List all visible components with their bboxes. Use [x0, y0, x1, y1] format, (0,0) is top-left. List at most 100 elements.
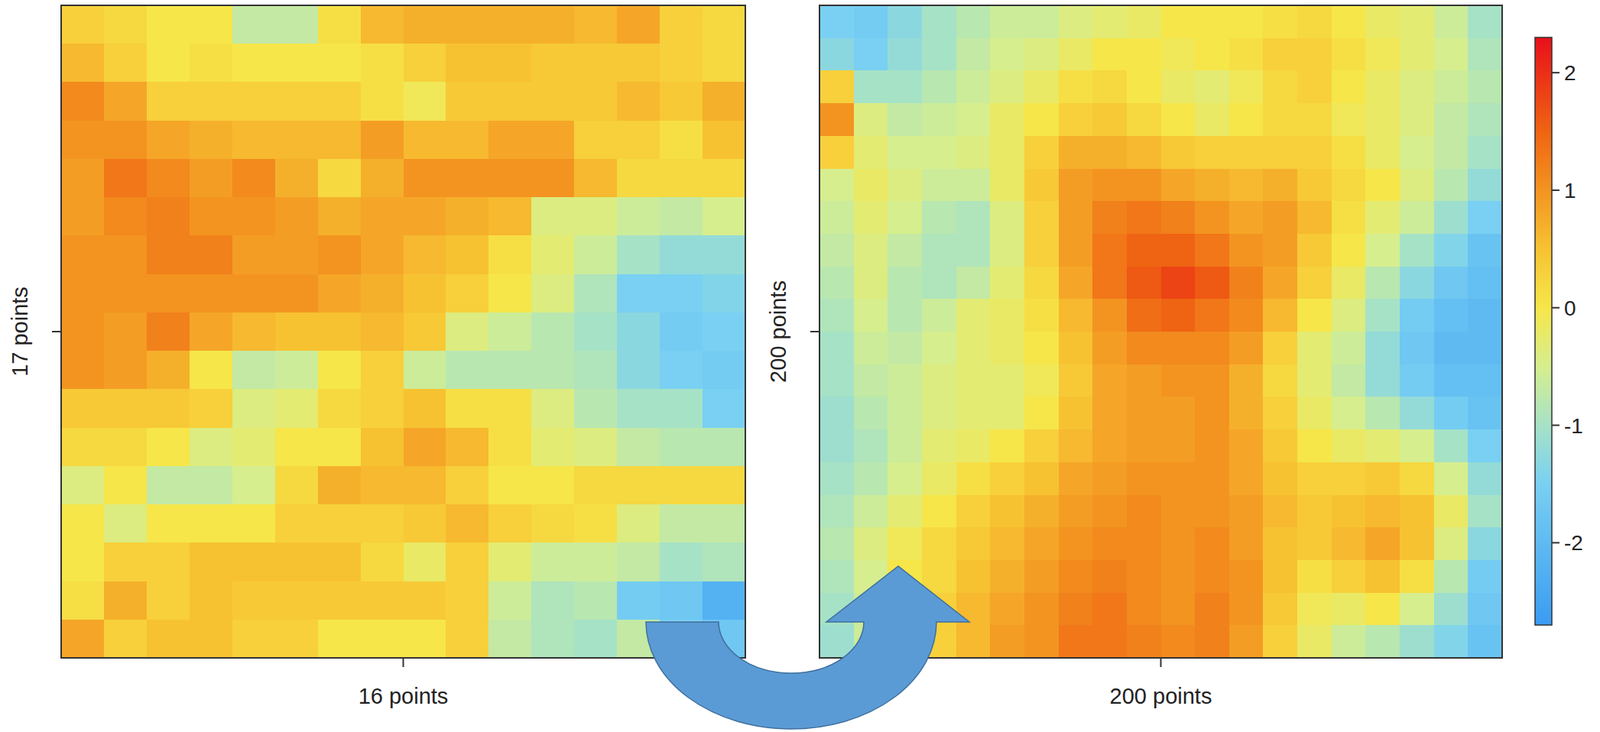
- cell: [403, 159, 448, 198]
- cell: [232, 581, 276, 621]
- cell: [531, 5, 575, 45]
- cell: [1331, 593, 1367, 627]
- cell: [1092, 560, 1127, 594]
- cell: [146, 581, 191, 621]
- cell: [659, 43, 704, 83]
- cell: [1194, 233, 1230, 267]
- cell: [61, 312, 105, 352]
- cell: [853, 266, 889, 300]
- cell: [488, 466, 533, 506]
- cell: [61, 542, 105, 582]
- cell: [574, 466, 618, 506]
- cell: [1467, 168, 1503, 202]
- cell: [1161, 625, 1196, 659]
- cell: [146, 389, 191, 429]
- cell: [853, 103, 889, 137]
- cell: [921, 136, 957, 169]
- cell: [853, 462, 889, 496]
- cell: [1399, 429, 1435, 463]
- cell: [887, 5, 922, 39]
- cell: [61, 197, 105, 237]
- cell: [956, 331, 991, 365]
- cell: [531, 43, 575, 83]
- cell: [1092, 364, 1127, 398]
- cell: [232, 389, 276, 429]
- colorbar-tick: [1551, 189, 1560, 192]
- cell: [360, 159, 405, 198]
- cell: [1058, 103, 1094, 137]
- cell: [1262, 593, 1298, 627]
- cell: [1467, 560, 1503, 594]
- cell: [1434, 38, 1469, 72]
- cell: [61, 5, 105, 45]
- cell: [531, 428, 575, 468]
- cell: [1399, 201, 1435, 234]
- cell: [853, 495, 889, 529]
- cell: [1161, 396, 1196, 430]
- cell: [819, 168, 854, 202]
- cell: [574, 5, 618, 45]
- cell: [1399, 560, 1435, 594]
- cell: [1331, 625, 1367, 659]
- cell: [1024, 364, 1059, 398]
- cell: [360, 81, 405, 121]
- cell: [1399, 331, 1435, 365]
- cell: [1024, 5, 1059, 39]
- cell: [887, 70, 922, 104]
- cell: [887, 168, 922, 202]
- cell: [488, 5, 533, 45]
- cell: [318, 504, 362, 544]
- cell: [103, 274, 148, 314]
- cell: [1161, 593, 1196, 627]
- cell: [1297, 298, 1332, 332]
- cell: [1024, 593, 1059, 627]
- cell: [1365, 298, 1400, 332]
- cell: [1126, 266, 1162, 300]
- cell: [1092, 136, 1127, 169]
- cell: [275, 504, 319, 544]
- cell: [445, 312, 490, 352]
- cell: [921, 396, 957, 430]
- cell: [1365, 331, 1400, 365]
- cell: [1434, 527, 1469, 561]
- cell: [989, 560, 1025, 594]
- cell: [1331, 70, 1367, 104]
- cell: [189, 350, 234, 390]
- cell: [659, 81, 704, 121]
- cell: [1024, 527, 1059, 561]
- cell: [488, 389, 533, 429]
- cell: [1365, 266, 1400, 300]
- cell: [1229, 233, 1264, 267]
- cell: [1126, 462, 1162, 496]
- cell: [616, 312, 661, 352]
- cell: [616, 581, 661, 621]
- cell: [989, 201, 1025, 234]
- cell: [1161, 233, 1196, 267]
- cell: [360, 504, 405, 544]
- cell: [1262, 201, 1298, 234]
- cell: [1467, 396, 1503, 430]
- cell: [103, 466, 148, 506]
- cell: [1194, 429, 1230, 463]
- cell: [989, 298, 1025, 332]
- cell: [659, 504, 704, 544]
- cell: [616, 197, 661, 237]
- cell: [1058, 560, 1094, 594]
- cell: [1262, 331, 1298, 365]
- cell: [189, 619, 234, 659]
- cell: [1262, 5, 1298, 39]
- colorbar-tick: [1551, 541, 1560, 544]
- cell: [1262, 560, 1298, 594]
- cell: [189, 159, 234, 198]
- cell: [403, 235, 448, 275]
- cell: [1092, 233, 1127, 267]
- cell: [1434, 462, 1469, 496]
- cell: [956, 527, 991, 561]
- cell: [702, 312, 747, 352]
- cell: [1058, 331, 1094, 365]
- cell: [1194, 168, 1230, 202]
- cell: [1161, 527, 1196, 561]
- cell: [275, 542, 319, 582]
- cell: [232, 504, 276, 544]
- cell: [659, 428, 704, 468]
